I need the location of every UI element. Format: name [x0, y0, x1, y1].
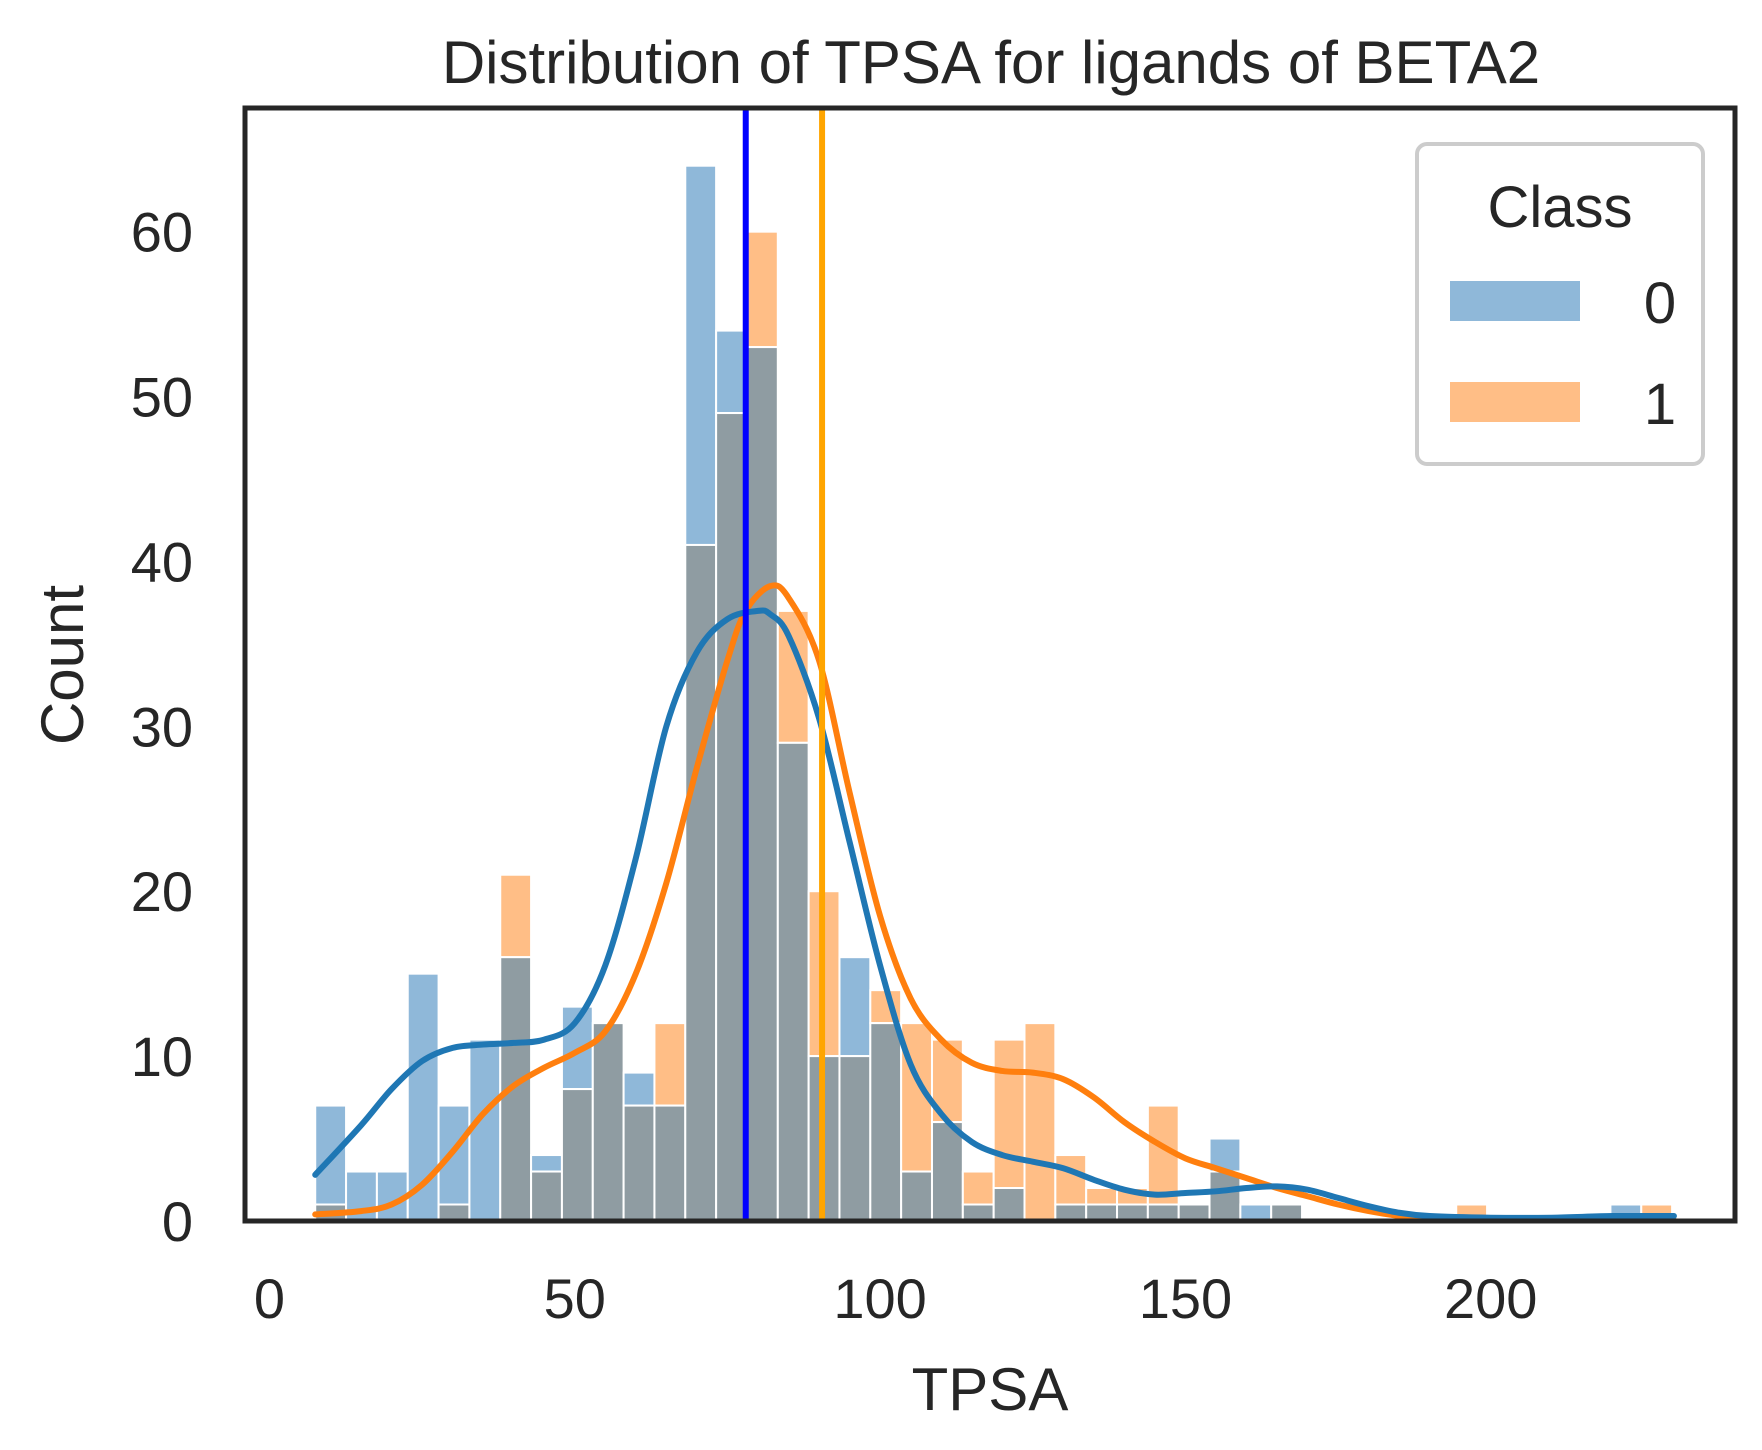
bar-class-0 — [715, 329, 748, 415]
median-lines — [742, 108, 826, 1221]
kde-curve-class-0 — [312, 607, 1677, 1221]
legend-title: Class — [1487, 175, 1632, 240]
bar-overlap — [930, 1121, 964, 1222]
y-tick-label: 50 — [131, 366, 193, 429]
bar-class-1 — [1085, 1187, 1119, 1206]
legend-swatch-class-0 — [1450, 281, 1580, 321]
bar-class-0 — [684, 164, 718, 546]
kde-curves — [312, 582, 1677, 1224]
y-axis-label: Count — [29, 585, 96, 745]
bar-overlap — [745, 346, 779, 1223]
x-axis-label: TPSA — [912, 1356, 1069, 1423]
bar-class-1 — [992, 1038, 1026, 1190]
bar-class-0 — [530, 1154, 563, 1173]
legend-label-class-0: 0 — [1644, 271, 1676, 336]
bar-class-0 — [838, 956, 872, 1058]
x-axis-ticks: 0 50 100 150 200 — [254, 1267, 1538, 1330]
bar-class-1 — [499, 873, 533, 959]
bar-overlap — [684, 543, 718, 1222]
x-tick-label: 0 — [254, 1267, 285, 1330]
bar-overlap — [653, 1104, 687, 1222]
y-tick-label: 30 — [131, 695, 193, 758]
bar-overlap — [591, 1022, 625, 1223]
x-tick-label: 50 — [544, 1267, 606, 1330]
bar-overlap — [838, 1055, 872, 1222]
bar-overlap — [900, 1170, 933, 1222]
bar-overlap — [622, 1104, 656, 1222]
bar-class-1 — [653, 1022, 687, 1107]
bar-class-0 — [437, 1104, 471, 1206]
bar-class-1 — [745, 230, 779, 349]
bar-overlap — [869, 1022, 903, 1223]
y-tick-label: 40 — [131, 530, 193, 593]
bar-overlap — [530, 1170, 563, 1222]
bar-class-1 — [1023, 1022, 1057, 1223]
plot-frame — [242, 105, 1738, 1224]
legend-swatch-class-1 — [1450, 382, 1580, 422]
legend-label-class-1: 1 — [1644, 372, 1676, 437]
bar-overlap — [560, 1088, 594, 1222]
x-tick-label: 100 — [833, 1267, 926, 1330]
y-tick-label: 10 — [131, 1025, 193, 1088]
y-tick-label: 20 — [131, 860, 193, 923]
legend: Class 0 1 — [1415, 142, 1705, 466]
bar-class-0 — [375, 1170, 409, 1222]
bar-class-1 — [1054, 1154, 1088, 1206]
bar-overlap — [776, 741, 810, 1222]
y-tick-label: 0 — [162, 1190, 193, 1253]
bar-overlap — [715, 412, 748, 1222]
bar-overlap — [992, 1187, 1026, 1222]
kde-curve-class-1 — [312, 582, 1677, 1224]
bar-class-1 — [961, 1170, 995, 1206]
x-tick-label: 150 — [1139, 1267, 1232, 1330]
x-tick-label: 200 — [1444, 1267, 1537, 1330]
bar-class-0 — [622, 1071, 656, 1107]
y-tick-label: 60 — [131, 201, 193, 264]
bar-class-0 — [468, 1038, 502, 1222]
chart-title: Distribution of TPSA for ligands of BETA… — [442, 29, 1540, 96]
y-axis-ticks: 0 10 20 30 40 50 60 — [131, 201, 193, 1253]
bar-overlap — [1208, 1170, 1242, 1222]
